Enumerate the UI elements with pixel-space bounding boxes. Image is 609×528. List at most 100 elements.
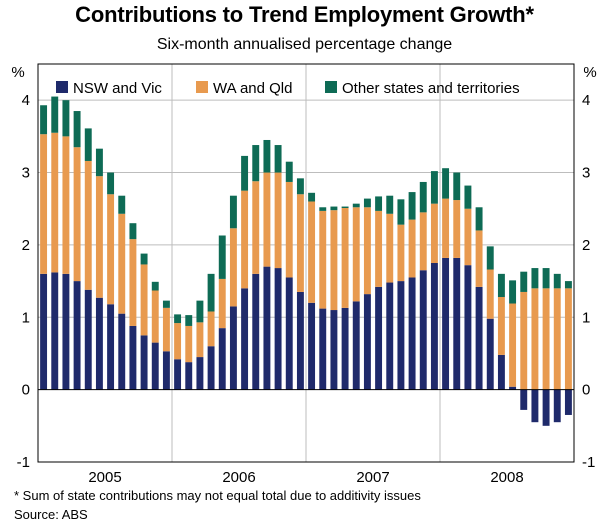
bar-nsw-vic xyxy=(319,308,327,390)
bar-wa-qld xyxy=(386,213,394,283)
bar-other xyxy=(430,171,438,204)
bar-wa-qld xyxy=(40,134,48,274)
y-tick-label-right: -1 xyxy=(582,454,595,471)
y-tick-label-right: 3 xyxy=(582,165,590,182)
bar-nsw-vic xyxy=(73,281,81,390)
bar-other xyxy=(408,192,416,220)
bar-wa-qld xyxy=(207,311,215,347)
bar-wa-qld xyxy=(95,176,103,298)
bar-wa-qld xyxy=(520,291,528,390)
legend: NSW and Vic WA and Qld Other states and te… xyxy=(56,80,520,97)
bar-wa-qld xyxy=(330,210,338,311)
y-tick-label-left: 2 xyxy=(22,237,30,254)
bar-nsw-vic xyxy=(442,257,450,390)
x-tick-label: 2006 xyxy=(222,469,255,486)
bar-other xyxy=(497,273,505,298)
bar-other xyxy=(520,271,528,292)
bar-nsw-vic xyxy=(185,362,193,390)
bar-other xyxy=(352,203,360,208)
legend-label: Other states and territories xyxy=(342,80,520,97)
bar-wa-qld xyxy=(341,208,349,308)
bar-other xyxy=(185,315,193,326)
y-tick-label-left: 0 xyxy=(22,382,30,399)
bar-nsw-vic xyxy=(62,273,70,390)
bar-other xyxy=(475,207,483,231)
bar-other xyxy=(375,196,383,211)
bar-wa-qld xyxy=(140,264,148,336)
bar-nsw-vic xyxy=(475,286,483,390)
bar-other xyxy=(263,139,271,173)
bar-other xyxy=(118,195,126,214)
bar-wa-qld xyxy=(497,297,505,355)
bar-nsw-vic xyxy=(129,325,137,390)
bar-other xyxy=(241,155,249,191)
bar-wa-qld xyxy=(542,288,550,390)
bar-nsw-vic xyxy=(375,286,383,390)
bar-nsw-vic xyxy=(218,328,226,390)
legend-swatch xyxy=(56,81,68,93)
bar-nsw-vic xyxy=(408,277,416,390)
bar-nsw-vic xyxy=(497,354,505,390)
bar-other xyxy=(453,172,461,201)
footnote: * Sum of state contributions may not equ… xyxy=(14,488,421,503)
bar-other xyxy=(564,281,572,289)
bar-nsw-vic xyxy=(564,389,572,415)
bar-wa-qld xyxy=(229,228,237,307)
bar-other xyxy=(229,195,237,229)
legend-label: WA and Qld xyxy=(213,80,292,97)
bar-other xyxy=(486,246,494,270)
bar-other xyxy=(73,111,81,148)
chart-title: Contributions to Trend Employment Growth… xyxy=(75,2,534,27)
y-tick-label-left: 3 xyxy=(22,165,30,182)
bar-nsw-vic xyxy=(51,272,59,390)
y-tick-label-right: 2 xyxy=(582,237,590,254)
bar-nsw-vic xyxy=(509,386,517,390)
bar-nsw-vic xyxy=(107,304,115,390)
bar-wa-qld xyxy=(62,136,70,274)
bar-wa-qld xyxy=(564,288,572,390)
legend-swatch xyxy=(325,81,337,93)
bar-nsw-vic xyxy=(430,263,438,390)
bar-other xyxy=(107,172,115,195)
source-note: Source: ABS xyxy=(14,507,88,522)
y-tick-label-right: 4 xyxy=(582,92,590,109)
bar-nsw-vic xyxy=(453,257,461,390)
bar-wa-qld xyxy=(375,210,383,287)
bar-wa-qld xyxy=(419,212,427,271)
x-tick-label: 2008 xyxy=(490,469,523,486)
bar-nsw-vic xyxy=(95,297,103,390)
bar-wa-qld xyxy=(174,323,182,360)
bar-nsw-vic xyxy=(274,268,282,390)
bar-other xyxy=(218,235,226,279)
bar-other xyxy=(531,268,539,289)
bar-wa-qld xyxy=(408,219,416,278)
y-tick-label-right: 1 xyxy=(582,309,590,326)
bar-wa-qld xyxy=(263,172,271,267)
bar-other xyxy=(285,161,293,182)
bar-other xyxy=(296,178,304,195)
bar-other xyxy=(140,253,148,265)
chart-subtitle: Six-month annualised percentage change xyxy=(156,36,453,53)
bar-nsw-vic xyxy=(196,357,204,390)
bar-nsw-vic xyxy=(207,346,215,390)
bar-nsw-vic xyxy=(386,282,394,390)
legend-label: NSW and Vic xyxy=(73,80,162,97)
bar-nsw-vic xyxy=(151,342,159,390)
bar-nsw-vic xyxy=(531,389,539,423)
bar-wa-qld xyxy=(84,160,92,290)
bar-wa-qld xyxy=(285,181,293,278)
bar-wa-qld xyxy=(430,203,438,263)
bar-wa-qld xyxy=(107,194,115,305)
bar-wa-qld xyxy=(274,172,282,269)
bar-wa-qld xyxy=(319,210,327,309)
bar-nsw-vic xyxy=(352,301,360,390)
bar-other xyxy=(308,192,316,202)
bar-nsw-vic xyxy=(118,313,126,390)
bar-nsw-vic xyxy=(84,289,92,390)
bar-other xyxy=(40,105,48,135)
bar-other xyxy=(252,145,260,182)
bar-nsw-vic xyxy=(520,389,528,410)
bar-other xyxy=(553,273,561,289)
bar-nsw-vic xyxy=(397,281,405,390)
